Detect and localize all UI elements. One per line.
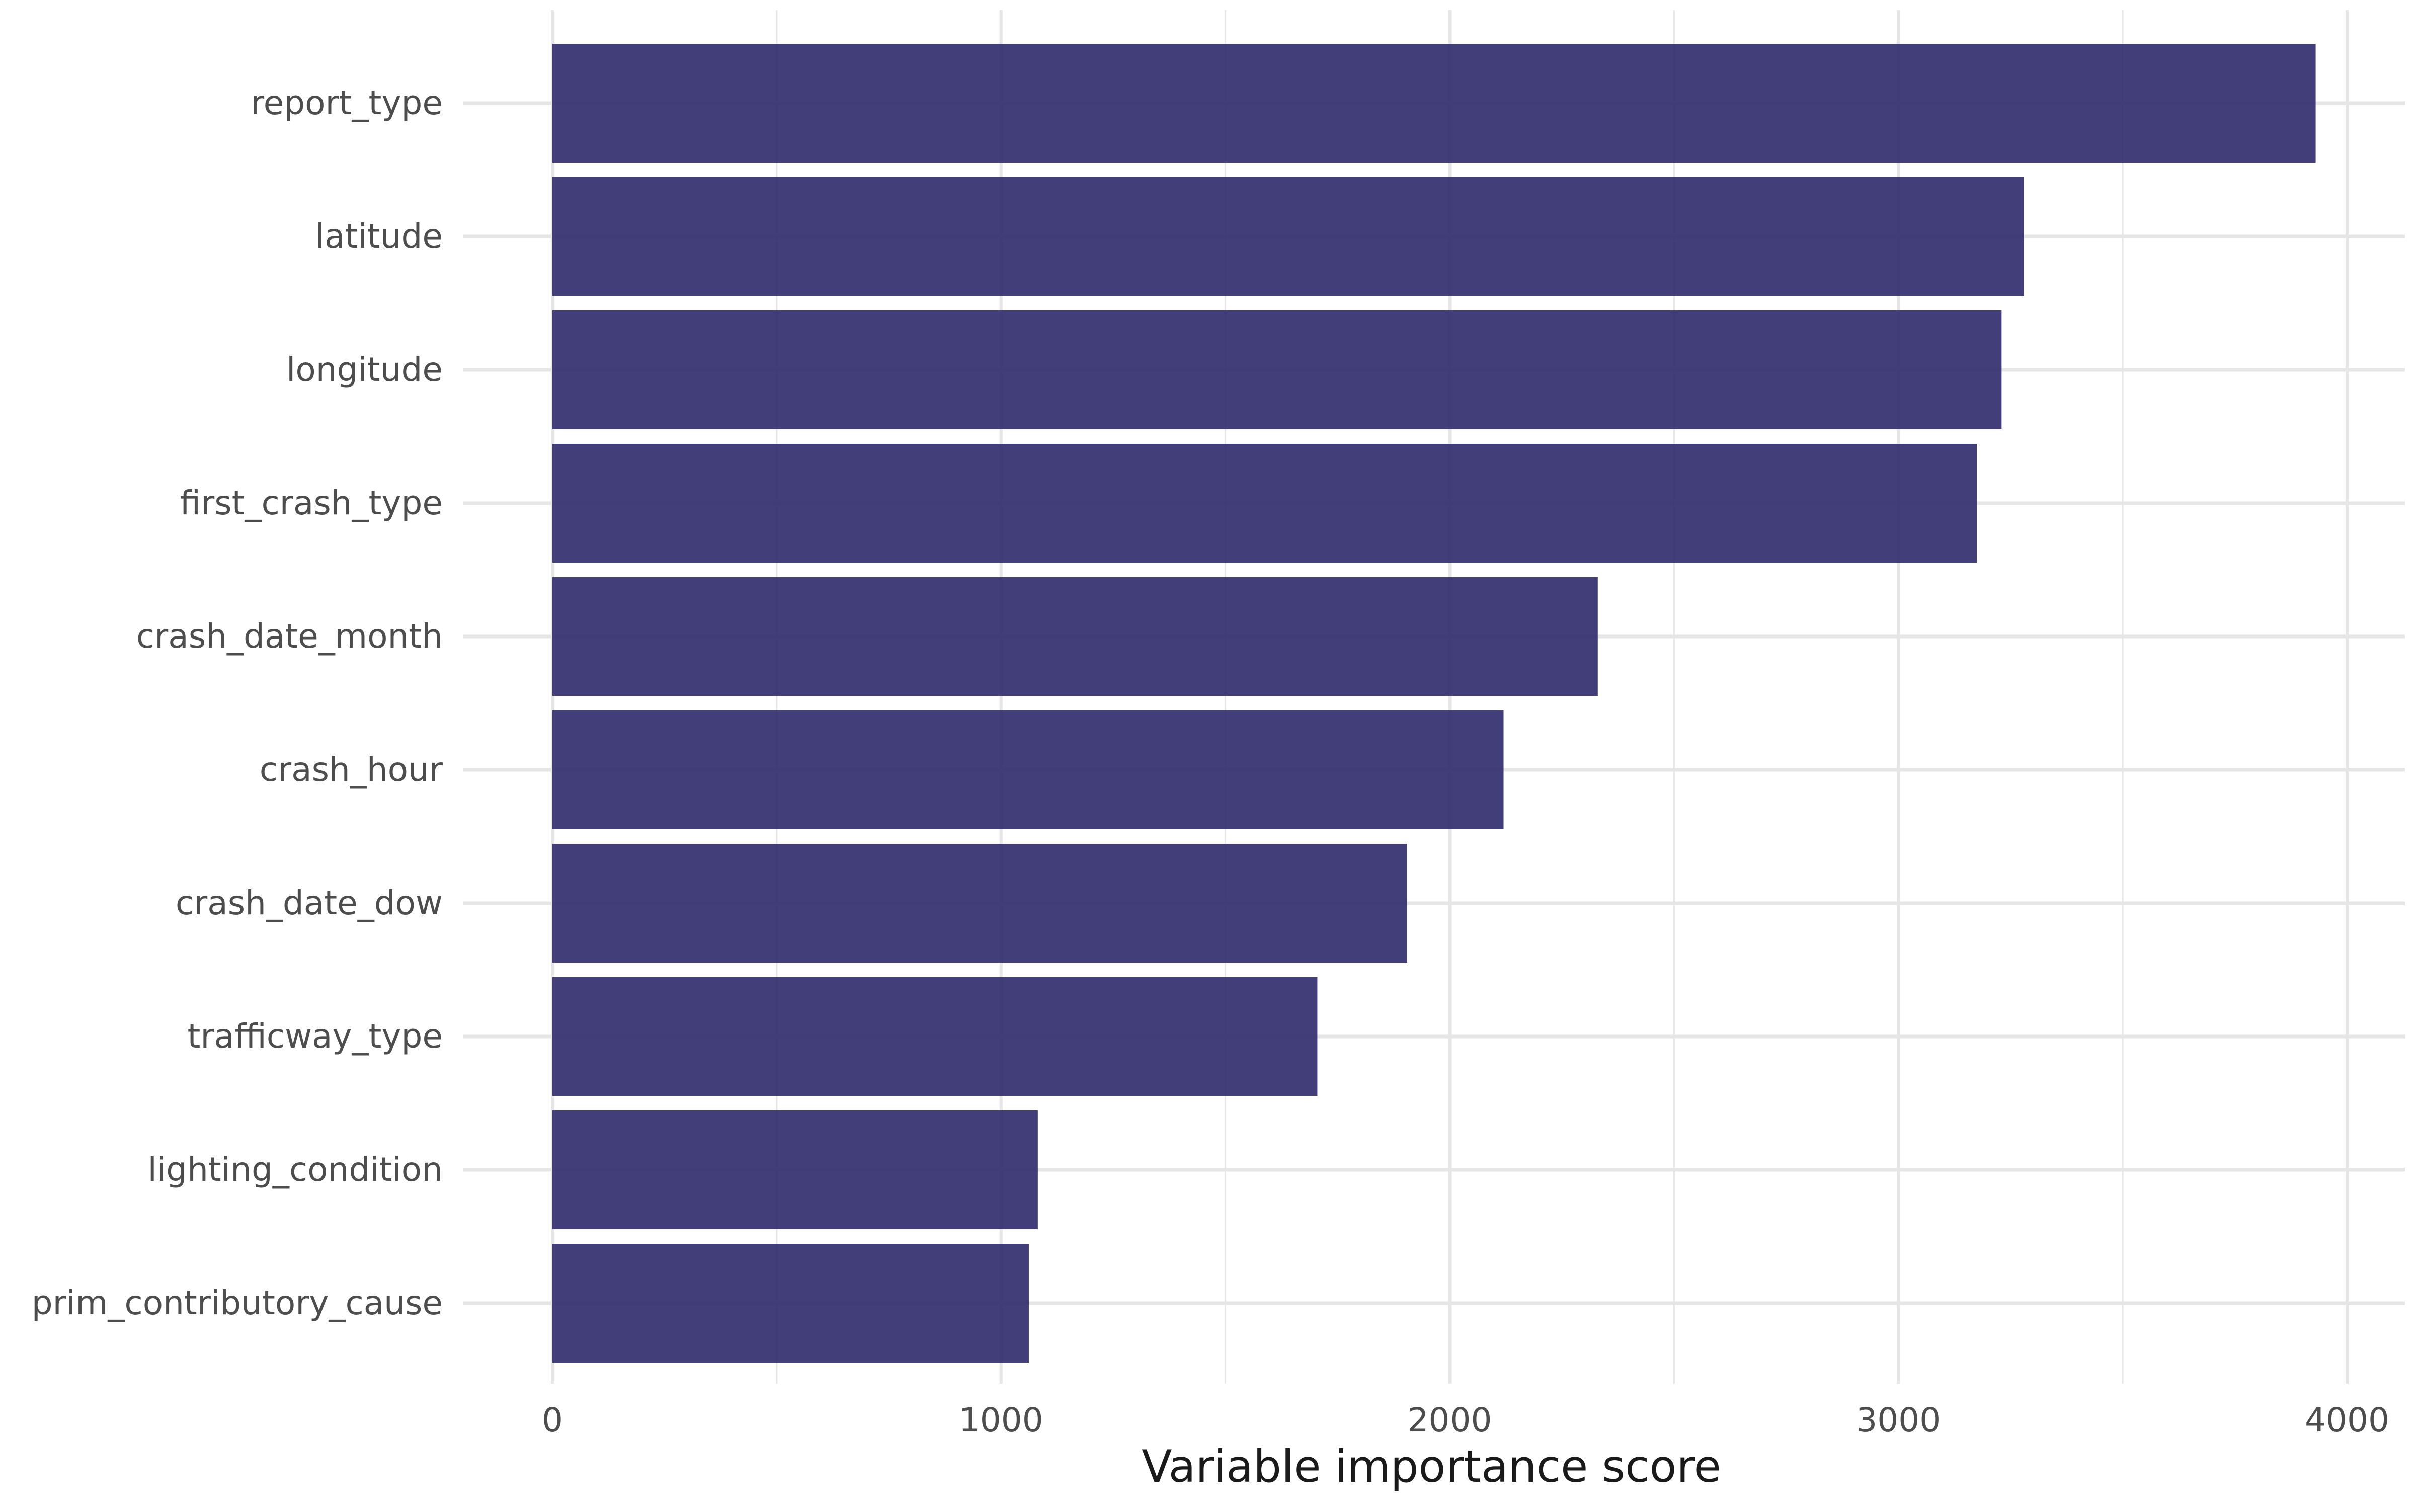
y-tick-label: prim_contributory_cause (32, 1284, 443, 1322)
bar-layer (552, 44, 2316, 1363)
y-tick-label: first_crash_type (180, 484, 443, 522)
bar-report-type (552, 44, 2316, 163)
y-tick-label: trafficway_type (188, 1017, 443, 1056)
bar-crash-date-month (552, 577, 1598, 696)
bar-latitude (552, 177, 2024, 296)
bar-longitude (552, 310, 2002, 429)
bar-trafficway-type (552, 977, 1318, 1096)
bar-first-crash-type (552, 444, 1977, 563)
y-tick-label: crash_date_dow (176, 884, 443, 922)
y-tick-label: crash_date_month (136, 617, 443, 656)
bar-crash-hour (552, 710, 1504, 829)
x-tick-label: 1000 (959, 1401, 1043, 1440)
y-tick-label: lighting_condition (148, 1150, 443, 1189)
y-tick-label: longitude (286, 350, 443, 389)
y-tick-label: latitude (315, 217, 443, 256)
x-tick-label: 2000 (1408, 1401, 1492, 1440)
x-tick-label: 3000 (1856, 1401, 1941, 1440)
x-tick-label: 0 (542, 1401, 563, 1440)
y-tick-label: crash_hour (260, 750, 443, 789)
x-axis: 0 1000 2000 3000 4000 (542, 1401, 2389, 1440)
y-tick-label: report_type (251, 84, 443, 122)
x-axis-title: Variable importance score (1142, 1441, 1721, 1492)
y-axis: report_type latitude longitude first_crash_… (32, 84, 443, 1322)
bar-prim-contributory-cause (552, 1244, 1029, 1363)
x-tick-label: 4000 (2305, 1401, 2389, 1440)
bar-crash-date-dow (552, 844, 1407, 963)
bar-lighting-condition (552, 1110, 1038, 1229)
